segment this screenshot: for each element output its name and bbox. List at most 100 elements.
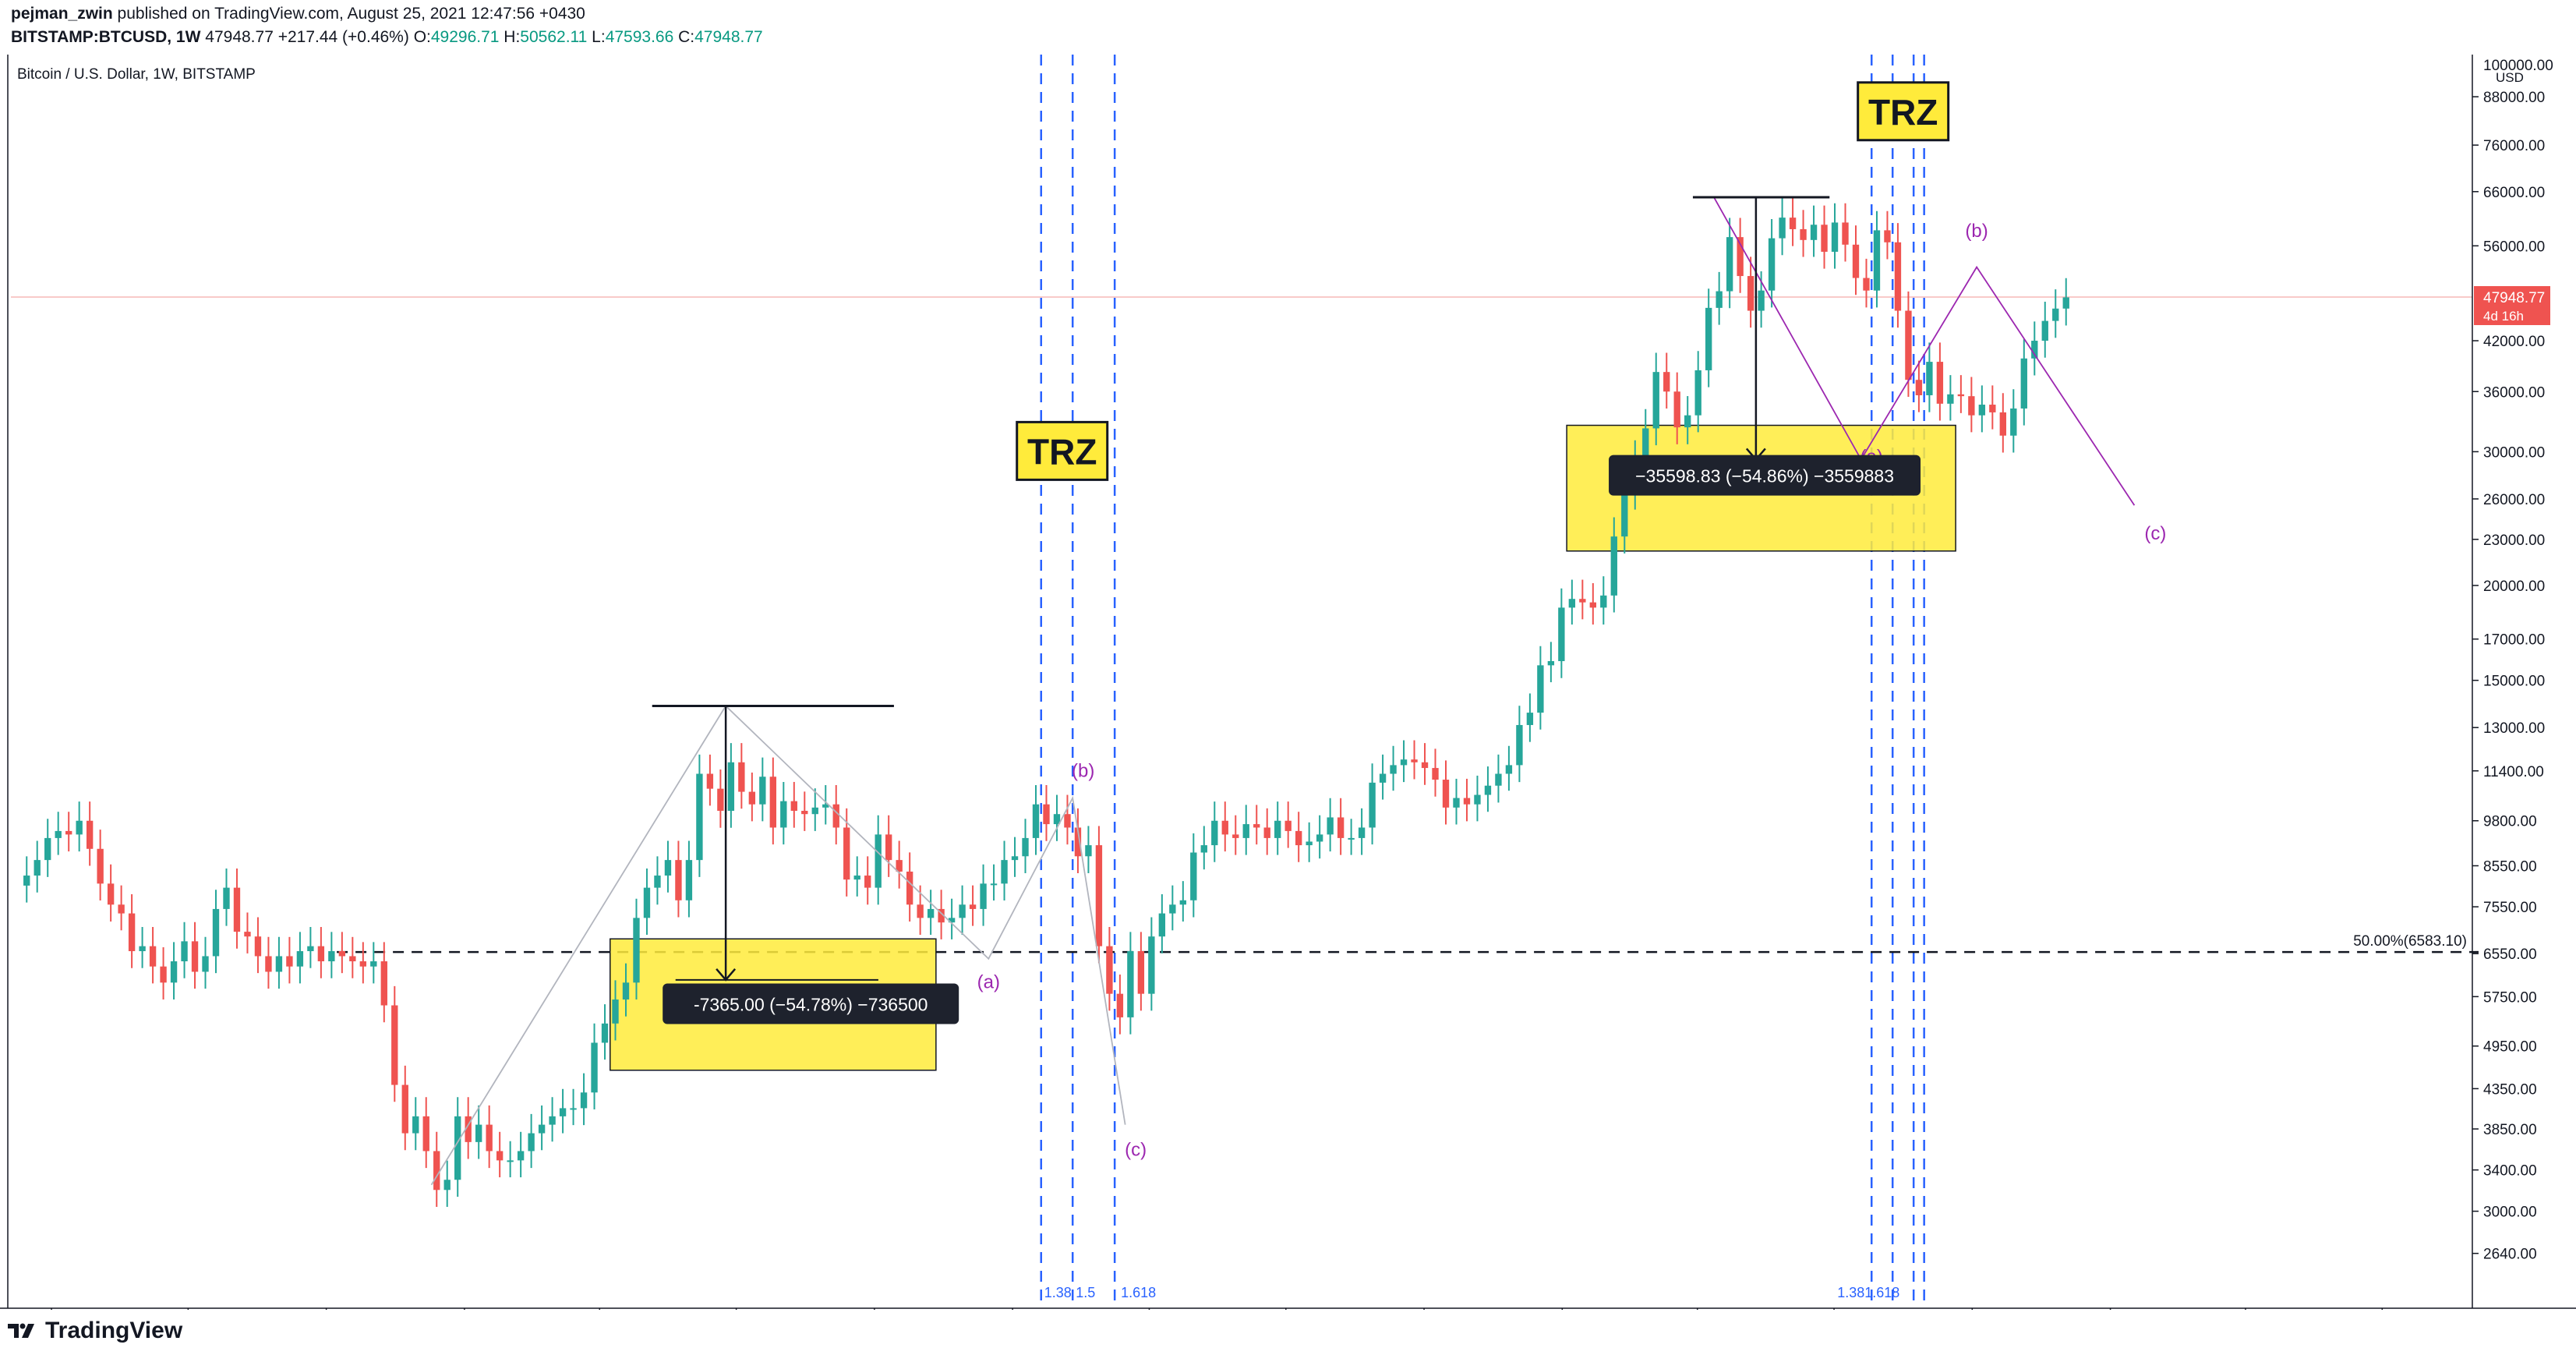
candle-body (2041, 320, 2048, 341)
candle-body (1263, 827, 1270, 838)
candle-body (1516, 724, 1523, 766)
candle-body (643, 887, 651, 918)
candle-body (1863, 278, 1870, 291)
measure-label: -7365.00 (−54.78%) −736500 (694, 995, 928, 1015)
candle-body (1758, 290, 1765, 311)
candle-body (1074, 827, 1082, 857)
y-tick-label: 26000.00 (2483, 492, 2545, 508)
candle-body (1316, 834, 1323, 842)
candle-body (76, 820, 83, 835)
elliott-wave-path (430, 705, 1126, 1186)
candle-body (853, 876, 860, 880)
y-tick-label: 23000.00 (2483, 532, 2545, 549)
wave-label: (c) (2144, 523, 2166, 544)
candle-body (1484, 785, 1492, 795)
candle-body (1579, 599, 1586, 603)
candle-body (717, 788, 724, 811)
candle-body (1978, 405, 1986, 416)
candle-body (612, 999, 619, 1024)
y-tick-label: 88000.00 (2483, 90, 2545, 106)
candle-body (959, 904, 966, 918)
tradingview-logo[interactable]: TradingView (8, 1318, 182, 1344)
candle-body (1716, 291, 1723, 308)
candle-body (706, 773, 714, 789)
candle-body (917, 904, 924, 918)
candle-body (1999, 412, 2007, 436)
candle-body (1831, 222, 1839, 252)
candle-body (1179, 900, 1187, 905)
candle-body (1137, 951, 1145, 994)
candle-body (1589, 602, 1597, 608)
candle-body (233, 887, 241, 932)
candle-body (927, 908, 935, 918)
candle-body (1011, 856, 1019, 861)
candle-body (307, 946, 314, 952)
candle-body (1232, 834, 1239, 838)
currency-label: USD (2496, 70, 2524, 85)
candle-body (1442, 780, 1450, 808)
candle-body (559, 1108, 567, 1116)
candle-body (412, 1116, 419, 1134)
candle-body (948, 918, 956, 923)
candle-body (191, 941, 199, 972)
fib-time-zone-layer: 1.38 1.5 1.618 1.381.618 (1040, 55, 1925, 1308)
candle-body (832, 804, 839, 828)
candle-body (1789, 218, 1797, 229)
candle-body (664, 860, 672, 876)
y-tick-label: 30000.00 (2483, 444, 2545, 461)
candle-body (1884, 230, 1891, 242)
candle-body (1810, 225, 1818, 240)
candle-body (685, 860, 693, 900)
candle-body (1274, 820, 1281, 838)
candle-body (1053, 814, 1061, 825)
candle-body (622, 982, 630, 1000)
candle-body (202, 956, 209, 972)
candle-body (1684, 415, 1691, 428)
candle-body (969, 904, 977, 909)
candle-body (433, 1151, 440, 1190)
candle-body (1905, 310, 1912, 380)
candle-body (1673, 391, 1680, 428)
candle-body (1915, 380, 1923, 395)
candle-body (896, 860, 903, 872)
chart-frame[interactable]: 1.38 1.5 1.618 1.381.618 50.00%(6583.10) (a… (0, 55, 2576, 1337)
candle-body (128, 913, 136, 952)
candle-body (1327, 817, 1334, 835)
candle-body (401, 1084, 408, 1134)
candle-body (443, 1180, 451, 1190)
candle-body (1043, 804, 1050, 825)
y-tick-label: 7550.00 (2483, 900, 2537, 916)
publish-info: published on TradingView.com, August 25,… (112, 5, 585, 23)
last-price-countdown: 4d 16h (2483, 309, 2524, 324)
candle-body (254, 936, 262, 957)
y-tick-label: 76000.00 (2483, 138, 2545, 154)
symbol-label: BITSTAMP:BTCUSD, 1W (11, 28, 201, 46)
candle-body (990, 883, 998, 886)
candle-body (2031, 341, 2038, 359)
candle-body (549, 1116, 556, 1125)
candle-body (317, 946, 325, 962)
candle-body (1800, 228, 1807, 240)
candle-body (1568, 599, 1576, 608)
candle-body (875, 834, 882, 888)
candle-body (885, 834, 892, 861)
candle-body (1085, 845, 1092, 857)
candle-body (244, 932, 251, 937)
candle-body (727, 762, 735, 811)
price-chart[interactable]: 1.38 1.5 1.618 1.381.618 50.00%(6583.10) (a… (0, 55, 2576, 1337)
price-change: +217.44 (+0.46%) (277, 28, 409, 46)
publisher-name[interactable]: pejman_zwin (11, 5, 113, 23)
candle-body (759, 777, 766, 805)
candle-body (286, 956, 293, 967)
candle-body (1873, 230, 1881, 291)
trz-label: TRZ (1868, 92, 1938, 133)
low-value: 47593.66 (605, 28, 674, 46)
candle-body (1022, 837, 1029, 857)
candle-body (906, 871, 913, 905)
y-tick-label: 8550.00 (2483, 858, 2537, 875)
y-tick-label: 5750.00 (2483, 989, 2537, 1006)
candle-body (160, 966, 167, 983)
close-label: C: (678, 28, 695, 46)
y-tick-label: 42000.00 (2483, 334, 2545, 350)
y-tick-label: 3000.00 (2483, 1205, 2537, 1221)
